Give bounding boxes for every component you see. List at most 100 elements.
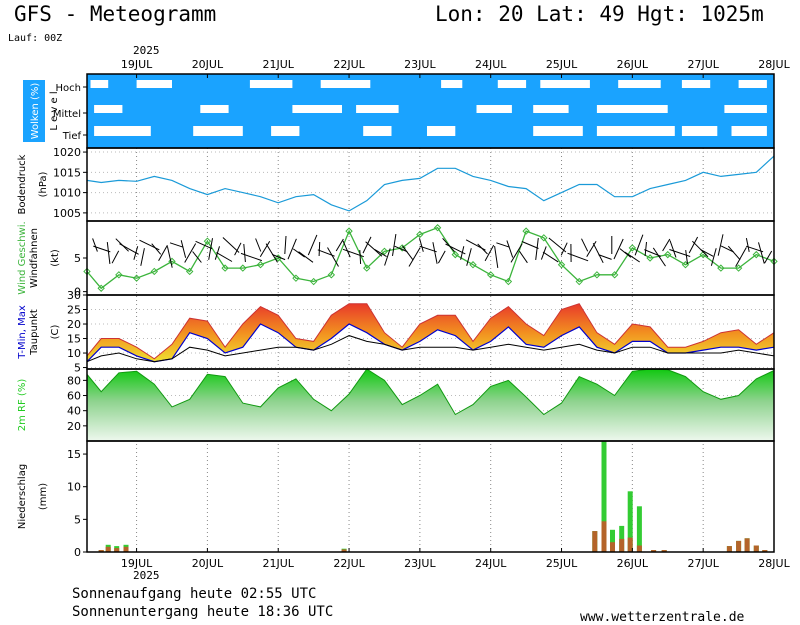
- wind-barb: [151, 243, 162, 255]
- temperature-ylabel: T-Min, Max: [17, 305, 28, 360]
- wind-barb: [613, 238, 624, 260]
- wind-point: [646, 254, 654, 262]
- wind-point: [486, 271, 495, 279]
- wind-barb: [298, 251, 314, 263]
- cloud-low-patch-1: [193, 126, 243, 136]
- wind-frame: [86, 220, 775, 296]
- humidity-ytick-label: 20: [67, 420, 81, 433]
- wind-barb: [510, 243, 523, 263]
- wind-point: [734, 264, 743, 272]
- cloud-low-patch-8: [731, 126, 767, 136]
- precip-bar-total: [627, 491, 633, 552]
- precip-bar-convective: [601, 521, 607, 552]
- wind-point: [97, 284, 105, 292]
- wind-barb: [335, 238, 344, 252]
- temperature-ytick-label: 15: [67, 333, 81, 346]
- precip-bar-convective: [753, 545, 759, 552]
- humidity-ytick-label: 80: [67, 374, 81, 387]
- x-tick-label-top: 23JUL: [404, 58, 436, 71]
- temperature-ylabel: Taupunkt: [29, 309, 40, 356]
- precip-ytick-label: 0: [74, 546, 81, 559]
- precip-ylabel: (mm): [38, 483, 49, 510]
- wind-barb: [494, 246, 499, 268]
- wind-barb: [342, 248, 364, 258]
- pressure-ylabel: Bodendruck: [17, 154, 28, 214]
- humidity-area: [87, 369, 774, 441]
- x-tick-label-bottom: 26JUL: [617, 557, 649, 570]
- precip-bar-convective: [726, 546, 732, 552]
- x-tick-label-bottom: 28JUL: [758, 557, 790, 570]
- cloud-level-label: Hoch: [56, 83, 81, 94]
- cloud-background: [87, 74, 774, 148]
- x-tick-label-bottom: 21JUL: [263, 557, 295, 570]
- x-tick-label-top: 22JUL: [333, 58, 365, 71]
- wind-barb: [484, 244, 495, 262]
- wind-barb: [401, 245, 414, 261]
- cloud-ylabel: Wolken (%): [30, 83, 41, 140]
- model-run: Lauf: 00Z: [8, 33, 63, 44]
- wind-point: [83, 267, 91, 276]
- wind-point: [309, 277, 318, 286]
- precip-bar-convective: [651, 550, 657, 552]
- precip-bar-total: [636, 506, 642, 552]
- x-tick-label-bottom: 22JUL: [333, 557, 365, 570]
- wind-barb: [287, 238, 297, 260]
- wind-barb: [119, 243, 139, 255]
- wind-point: [540, 234, 548, 242]
- wind-point: [628, 244, 637, 252]
- wind-barb: [700, 249, 714, 257]
- wind-point: [681, 261, 690, 269]
- cloud-high-patch-9: [738, 80, 767, 88]
- wind-barb: [624, 251, 640, 263]
- x-tick-label-top: 25JUL: [546, 58, 578, 71]
- wind-barb: [216, 252, 233, 262]
- pressure-ytick-label: 1005: [53, 207, 81, 220]
- wind-barb: [432, 242, 438, 264]
- wind-point: [433, 224, 442, 232]
- x-tick-label-bottom: 24JUL: [475, 557, 507, 570]
- wind-barb: [192, 251, 202, 263]
- wind-barb: [685, 250, 688, 264]
- wind-barb: [265, 243, 278, 263]
- cloud-low-patch-5: [533, 126, 583, 136]
- cloud-high-patch-4: [441, 80, 463, 88]
- x-tick-label-bottom: 20JUL: [192, 557, 224, 570]
- cloud-low-patch-6: [596, 126, 675, 136]
- wind-barb: [720, 245, 734, 253]
- cloud-level-ylabel: L e v e l: [49, 91, 60, 130]
- pressure-ytick-label: 1010: [53, 187, 81, 200]
- x-tick-label-top: 26JUL: [617, 58, 649, 71]
- precip-ytick-label: 10: [67, 481, 81, 494]
- wind-barb: [158, 244, 168, 262]
- website-link[interactable]: www.wetterzentrale.de: [580, 610, 745, 625]
- wind-barb: [521, 241, 539, 249]
- wind-speed-line: [86, 226, 775, 290]
- humidity-ylabel: 2m RF (%): [17, 379, 28, 432]
- cloud-high-patch-5: [497, 80, 527, 88]
- wind-barb: [374, 248, 387, 258]
- wind-barb: [208, 238, 213, 260]
- x-tick-label-top: 21JUL: [263, 58, 295, 71]
- wind-point: [610, 271, 619, 279]
- cloud-middle-patch-3: [356, 105, 399, 113]
- wind-barb: [111, 250, 120, 264]
- cloud-high-patch-6: [540, 80, 590, 88]
- wind-barb: [745, 238, 750, 252]
- wind-barb: [567, 252, 589, 262]
- x-tick-label-top: 19JUL: [121, 58, 153, 71]
- temperature-ytick-label: 25: [67, 304, 81, 317]
- wind-barb: [735, 247, 747, 267]
- cloud-low-patch-0: [94, 126, 151, 136]
- temperature-min-line: [86, 323, 775, 363]
- wind-ytick-label: 0: [74, 286, 81, 299]
- wind-barb: [727, 245, 741, 261]
- wind-point: [132, 274, 141, 282]
- wind-barb: [669, 240, 677, 258]
- wind-barb: [548, 237, 567, 253]
- wind-barb: [140, 248, 145, 266]
- wind-point: [451, 250, 459, 259]
- wind-point: [115, 271, 123, 279]
- x-tick-label-top: 28JUL: [758, 58, 790, 71]
- cloud-level-label: Mittel: [53, 109, 81, 120]
